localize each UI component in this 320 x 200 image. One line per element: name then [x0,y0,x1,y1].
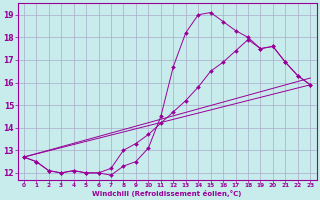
X-axis label: Windchill (Refroidissement éolien,°C): Windchill (Refroidissement éolien,°C) [92,190,242,197]
